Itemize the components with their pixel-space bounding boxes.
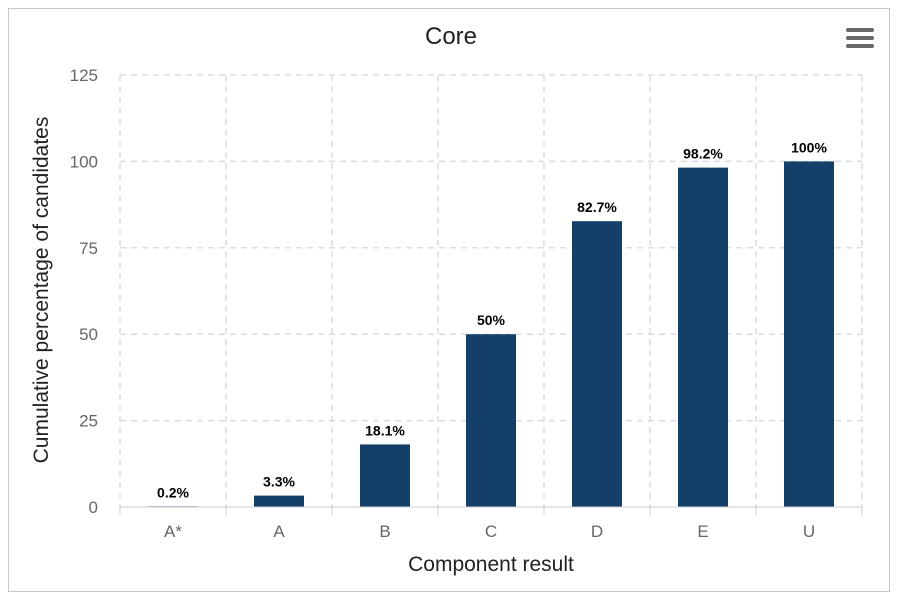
- x-tick-label: A: [273, 522, 285, 541]
- data-label: 0.2%: [157, 484, 189, 500]
- data-label: 82.7%: [577, 199, 617, 215]
- menu-bar: [846, 28, 874, 32]
- data-label: 98.2%: [683, 146, 723, 162]
- x-axis-title: Component result: [408, 553, 574, 576]
- y-tick-label: 50: [79, 325, 98, 344]
- bar[interactable]: [784, 161, 834, 507]
- bar[interactable]: [360, 444, 410, 507]
- hamburger-menu-icon[interactable]: [846, 28, 874, 52]
- y-tick-label: 25: [79, 412, 98, 431]
- x-tick-label: U: [803, 522, 815, 541]
- y-tick-label: 125: [70, 66, 98, 85]
- bar[interactable]: [678, 167, 728, 508]
- bar[interactable]: [572, 221, 622, 508]
- chart-title: Core: [425, 23, 477, 50]
- data-label: 18.1%: [365, 422, 405, 438]
- data-label: 100%: [791, 139, 827, 155]
- y-axis-ticks: 0 25 50 75 100 125: [70, 66, 98, 517]
- bar[interactable]: [466, 334, 516, 507]
- x-axis-ticks: A* A B C D E U: [119, 507, 863, 541]
- data-label: 3.3%: [263, 474, 295, 490]
- data-labels: 0.2% 3.3% 18.1% 50% 82.7% 98.2% 100%: [157, 139, 827, 500]
- y-tick-label: 0: [89, 498, 98, 517]
- x-tick-label: D: [591, 522, 603, 541]
- x-tick-label: B: [379, 522, 390, 541]
- x-tick-label: E: [697, 522, 708, 541]
- y-tick-label: 75: [79, 239, 98, 258]
- menu-bar: [846, 44, 874, 48]
- x-tick-label: C: [485, 522, 497, 541]
- menu-bar: [846, 36, 874, 40]
- y-tick-label: 100: [70, 152, 98, 171]
- x-tick-label: A*: [164, 522, 182, 541]
- grid-lines: [119, 74, 863, 507]
- bars: [148, 161, 834, 508]
- data-label: 50%: [477, 312, 506, 328]
- y-axis-title: Cumulative percentage of candidates: [30, 117, 53, 464]
- chart-container: [8, 8, 890, 592]
- bar[interactable]: [254, 495, 304, 507]
